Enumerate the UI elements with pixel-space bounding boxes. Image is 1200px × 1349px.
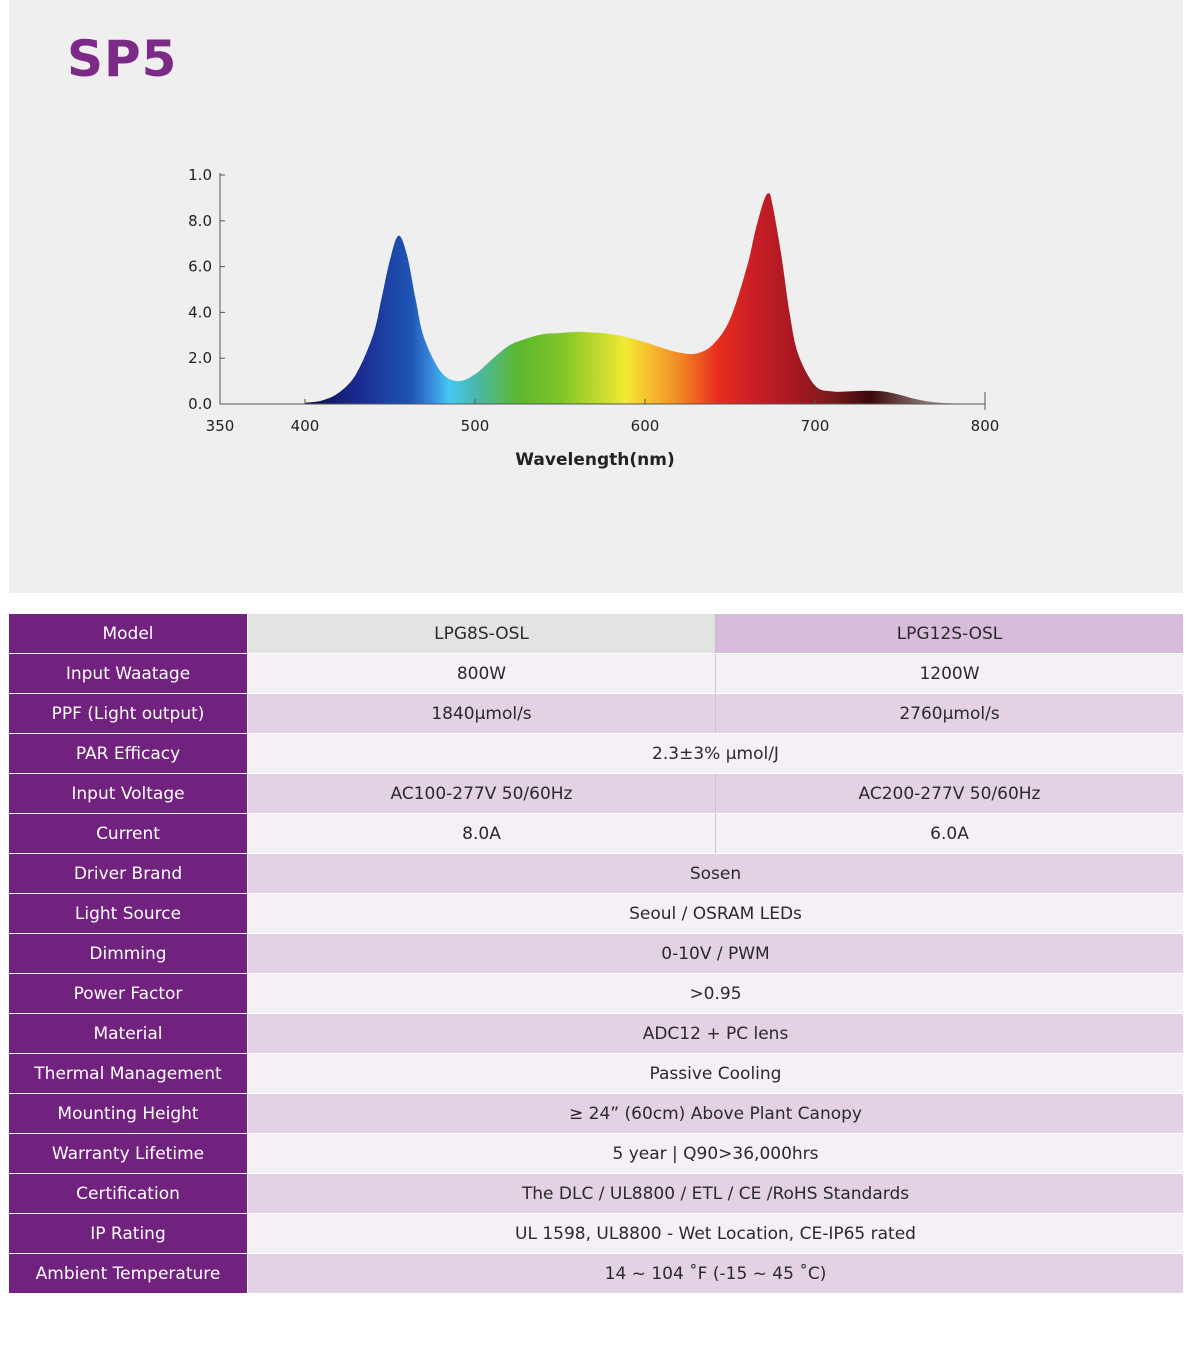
table-row: Material ADC12 + PC lens: [9, 1014, 1183, 1054]
value-cell-lpg8s: LPG8S-OSL: [248, 614, 716, 653]
value-cell-shared: Passive Cooling: [649, 1063, 782, 1084]
table-row: Input Voltage AC100-277V 50/60Hz AC200-277…: [9, 774, 1183, 814]
value-cell-shared: >0.95: [689, 983, 742, 1004]
value-cell-lpg12s: 6.0A: [930, 823, 969, 844]
value-cell-lpg8s: 1840μmol/s: [248, 694, 716, 733]
x-axis-title: Wavelength(nm): [515, 450, 674, 470]
value-cell-shared: 0-10V / PWM: [661, 943, 770, 964]
row-label: Input Voltage: [9, 774, 248, 813]
row-label: Thermal Management: [9, 1054, 248, 1093]
value-cell-lpg8s: 8.0A: [248, 814, 716, 853]
table-row: Mounting Height ≥ 24” (60cm) Above Plant …: [9, 1094, 1183, 1134]
spec-table: Model LPG8S-OSL LPG12S-OSL Input Waatage 800…: [9, 614, 1183, 1294]
table-row: Ambient Temperature 14 ~ 104 ˚F (-15 ~ 45…: [9, 1254, 1183, 1294]
value-cell-shared: 2.3±3% μmol/J: [652, 743, 779, 764]
y-tick-label: 1.0: [188, 166, 212, 184]
row-label: Power Factor: [9, 974, 248, 1013]
row-label: Material: [9, 1014, 248, 1053]
y-tick-label: 4.0: [188, 303, 212, 321]
spectrum-series-area: [305, 193, 985, 404]
value-cell-shared: Seoul / OSRAM LEDs: [629, 903, 802, 924]
table-row: Input Waatage 800W 1200W: [9, 654, 1183, 694]
chart-panel: SP5: [9, 0, 1183, 593]
row-label: Model: [9, 614, 248, 653]
row-label: PPF (Light output): [9, 694, 248, 733]
page-title: SP5: [67, 30, 178, 88]
row-label: Ambient Temperature: [9, 1254, 248, 1293]
table-header-row: Model LPG8S-OSL LPG12S-OSL: [9, 614, 1183, 654]
x-tick-label: 700: [801, 417, 830, 435]
row-label: Certification: [9, 1174, 248, 1213]
table-row: Light Source Seoul / OSRAM LEDs: [9, 894, 1183, 934]
table-row: Power Factor >0.95: [9, 974, 1183, 1014]
table-row: Warranty Lifetime 5 year | Q90>36,000hrs: [9, 1134, 1183, 1174]
row-label: PAR Efficacy: [9, 734, 248, 773]
y-tick-label: 0.0: [188, 395, 212, 413]
table-row: Certification The DLC / UL8800 / ETL / CE…: [9, 1174, 1183, 1214]
row-label: Driver Brand: [9, 854, 248, 893]
row-label: Dimming: [9, 934, 248, 973]
value-cell-shared: ADC12 + PC lens: [642, 1023, 789, 1044]
table-row: Dimming 0-10V / PWM: [9, 934, 1183, 974]
row-label: Light Source: [9, 894, 248, 933]
y-tick-label: 2.0: [188, 349, 212, 367]
table-row: Thermal Management Passive Cooling: [9, 1054, 1183, 1094]
spectrum-chart: 0.0 2.0 4.0 6.0 8.0 1.0 350 400 500 600 700 800 Wave…: [188, 166, 1000, 470]
row-label: Mounting Height: [9, 1094, 248, 1133]
table-row: IP Rating UL 1598, UL8800 - Wet Location,…: [9, 1214, 1183, 1254]
row-label: Warranty Lifetime: [9, 1134, 248, 1173]
value-cell-lpg12s: 1200W: [919, 663, 980, 684]
value-cell-shared: 14 ~ 104 ˚F (-15 ~ 45 ˚C): [604, 1263, 827, 1284]
table-row: Driver Brand Sosen: [9, 854, 1183, 894]
value-cell-lpg12s: AC200-277V 50/60Hz: [858, 783, 1041, 804]
y-tick-label: 8.0: [188, 212, 212, 230]
value-cell-lpg12s: LPG12S-OSL: [716, 614, 1183, 653]
value-cell-shared: ≥ 24” (60cm) Above Plant Canopy: [569, 1103, 862, 1124]
row-label: Current: [9, 814, 248, 853]
value-cell-lpg8s: 800W: [248, 654, 716, 693]
x-tick-label: 600: [631, 417, 660, 435]
value-cell-shared: 5 year | Q90>36,000hrs: [612, 1143, 819, 1164]
row-label: Input Waatage: [9, 654, 248, 693]
x-tick-label: 350: [206, 417, 235, 435]
row-label: IP Rating: [9, 1214, 248, 1253]
value-cell-shared: UL 1598, UL8800 - Wet Location, CE-IP65 …: [515, 1223, 916, 1244]
value-cell-lpg12s: 2760μmol/s: [899, 703, 1000, 724]
y-tick-label: 6.0: [188, 258, 212, 276]
value-cell-lpg8s: AC100-277V 50/60Hz: [248, 774, 716, 813]
x-tick-label: 500: [461, 417, 490, 435]
table-row: PPF (Light output) 1840μmol/s 2760μmol/s: [9, 694, 1183, 734]
value-cell-shared: The DLC / UL8800 / ETL / CE /RoHS Standa…: [521, 1183, 910, 1204]
table-row: PAR Efficacy 2.3±3% μmol/J: [9, 734, 1183, 774]
table-row: Current 8.0A 6.0A: [9, 814, 1183, 854]
x-tick-label: 400: [291, 417, 320, 435]
value-cell-shared: Sosen: [689, 863, 742, 884]
x-tick-label: 800: [971, 417, 1000, 435]
